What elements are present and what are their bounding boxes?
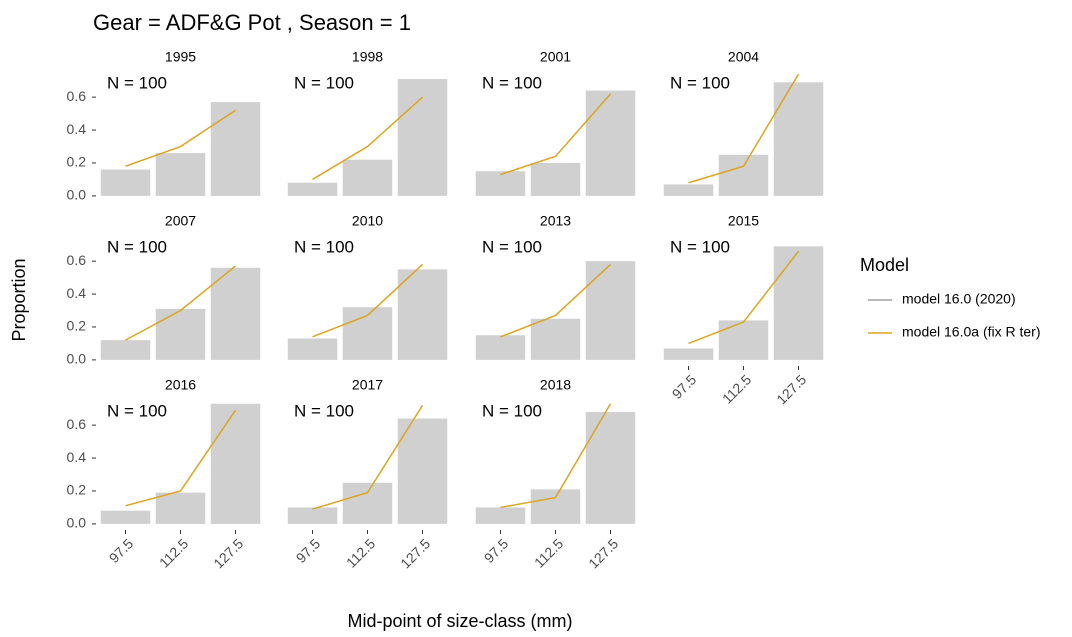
- bar: [397, 418, 448, 524]
- sample-size: N = 100: [294, 237, 354, 256]
- sample-size: N = 100: [294, 73, 354, 92]
- legend-label: model 16.0 (2020): [902, 291, 1016, 307]
- bar: [342, 159, 393, 196]
- panel-title: 2018: [540, 377, 571, 393]
- bar: [100, 510, 151, 524]
- x-axis-label: Mid-point of size-class (mm): [347, 611, 572, 631]
- sample-size: N = 100: [482, 401, 542, 420]
- bar: [397, 269, 448, 360]
- panel-title: 1998: [352, 49, 383, 65]
- bar: [342, 482, 393, 524]
- bar: [210, 102, 261, 196]
- y-tick-label: 0.6: [67, 416, 87, 432]
- panel-title: 2007: [165, 213, 196, 229]
- legend-title: Model: [860, 255, 909, 275]
- bar: [530, 489, 581, 524]
- model-line: [312, 263, 424, 338]
- x-tick-label: 112.5: [343, 535, 379, 571]
- model-line: [688, 73, 800, 184]
- bar: [397, 79, 448, 196]
- model-line: [125, 409, 237, 507]
- panel-title: 2013: [540, 213, 571, 229]
- legend-label: model 16.0a (fix R ter): [902, 324, 1041, 340]
- model-line: [500, 93, 612, 176]
- y-tick-label: 0.4: [67, 121, 87, 137]
- x-tick-label: 97.5: [481, 535, 512, 566]
- y-tick-label: 0.6: [67, 252, 87, 268]
- model-line: [500, 403, 612, 509]
- y-tick-label: 0.6: [67, 88, 87, 104]
- bar: [287, 182, 338, 196]
- y-tick-label: 0.0: [67, 515, 87, 531]
- bar: [585, 411, 636, 524]
- bar: [585, 90, 636, 196]
- x-tick-label: 97.5: [106, 535, 137, 566]
- y-tick-label: 0.0: [67, 187, 87, 203]
- y-tick-label: 0.2: [67, 318, 87, 334]
- y-axis-label: Proportion: [9, 258, 29, 341]
- bar: [100, 169, 151, 196]
- bar: [100, 340, 151, 360]
- model-line: [688, 250, 800, 345]
- bar: [155, 153, 206, 196]
- x-tick-label: 127.5: [210, 535, 246, 571]
- bar: [530, 162, 581, 196]
- x-tick-label: 127.5: [397, 535, 433, 571]
- panel-title: 1995: [165, 49, 196, 65]
- bar: [287, 507, 338, 524]
- model-line: [500, 263, 612, 338]
- x-tick-label: 112.5: [531, 535, 567, 571]
- bar: [773, 246, 824, 360]
- model-line: [125, 109, 236, 167]
- x-tick-label: 112.5: [719, 371, 755, 407]
- panel-title: 2017: [352, 377, 383, 393]
- sample-size: N = 100: [294, 401, 354, 420]
- bar: [475, 171, 526, 196]
- panel-title: 2010: [352, 213, 383, 229]
- bar: [287, 338, 338, 360]
- bar: [155, 492, 206, 524]
- x-tick-label: 112.5: [156, 535, 192, 571]
- sample-size: N = 100: [670, 73, 730, 92]
- bar: [210, 403, 261, 524]
- sample-size: N = 100: [107, 73, 167, 92]
- x-tick-label: 127.5: [585, 535, 621, 571]
- panel-title: 2004: [728, 49, 759, 65]
- sample-size: N = 100: [107, 237, 167, 256]
- bar: [718, 154, 769, 196]
- y-tick-label: 0.0: [67, 351, 87, 367]
- panel-title: 2015: [728, 213, 759, 229]
- bar: [773, 82, 824, 196]
- bar: [663, 348, 714, 360]
- bar: [475, 335, 526, 360]
- panel-title: 2001: [540, 49, 571, 65]
- sample-size: N = 100: [670, 237, 730, 256]
- bar: [663, 184, 714, 196]
- bar: [475, 507, 526, 524]
- y-tick-label: 0.4: [67, 449, 87, 465]
- x-tick-label: 127.5: [773, 371, 809, 407]
- bar: [718, 320, 769, 360]
- sample-size: N = 100: [482, 237, 542, 256]
- x-tick-label: 97.5: [293, 535, 324, 566]
- bar: [530, 318, 581, 360]
- panel-title: 2016: [165, 377, 196, 393]
- model-line: [312, 96, 424, 181]
- bar: [155, 308, 206, 360]
- x-tick-label: 97.5: [669, 371, 700, 402]
- y-tick-label: 0.2: [67, 482, 87, 498]
- bar: [585, 261, 636, 360]
- bar: [210, 267, 261, 360]
- model-line: [125, 265, 236, 341]
- sample-size: N = 100: [482, 73, 542, 92]
- y-tick-label: 0.2: [67, 154, 87, 170]
- chart-title: Gear = ADF&G Pot , Season = 1: [93, 10, 411, 35]
- y-tick-label: 0.4: [67, 285, 87, 301]
- model-line: [312, 405, 424, 510]
- sample-size: N = 100: [107, 401, 167, 420]
